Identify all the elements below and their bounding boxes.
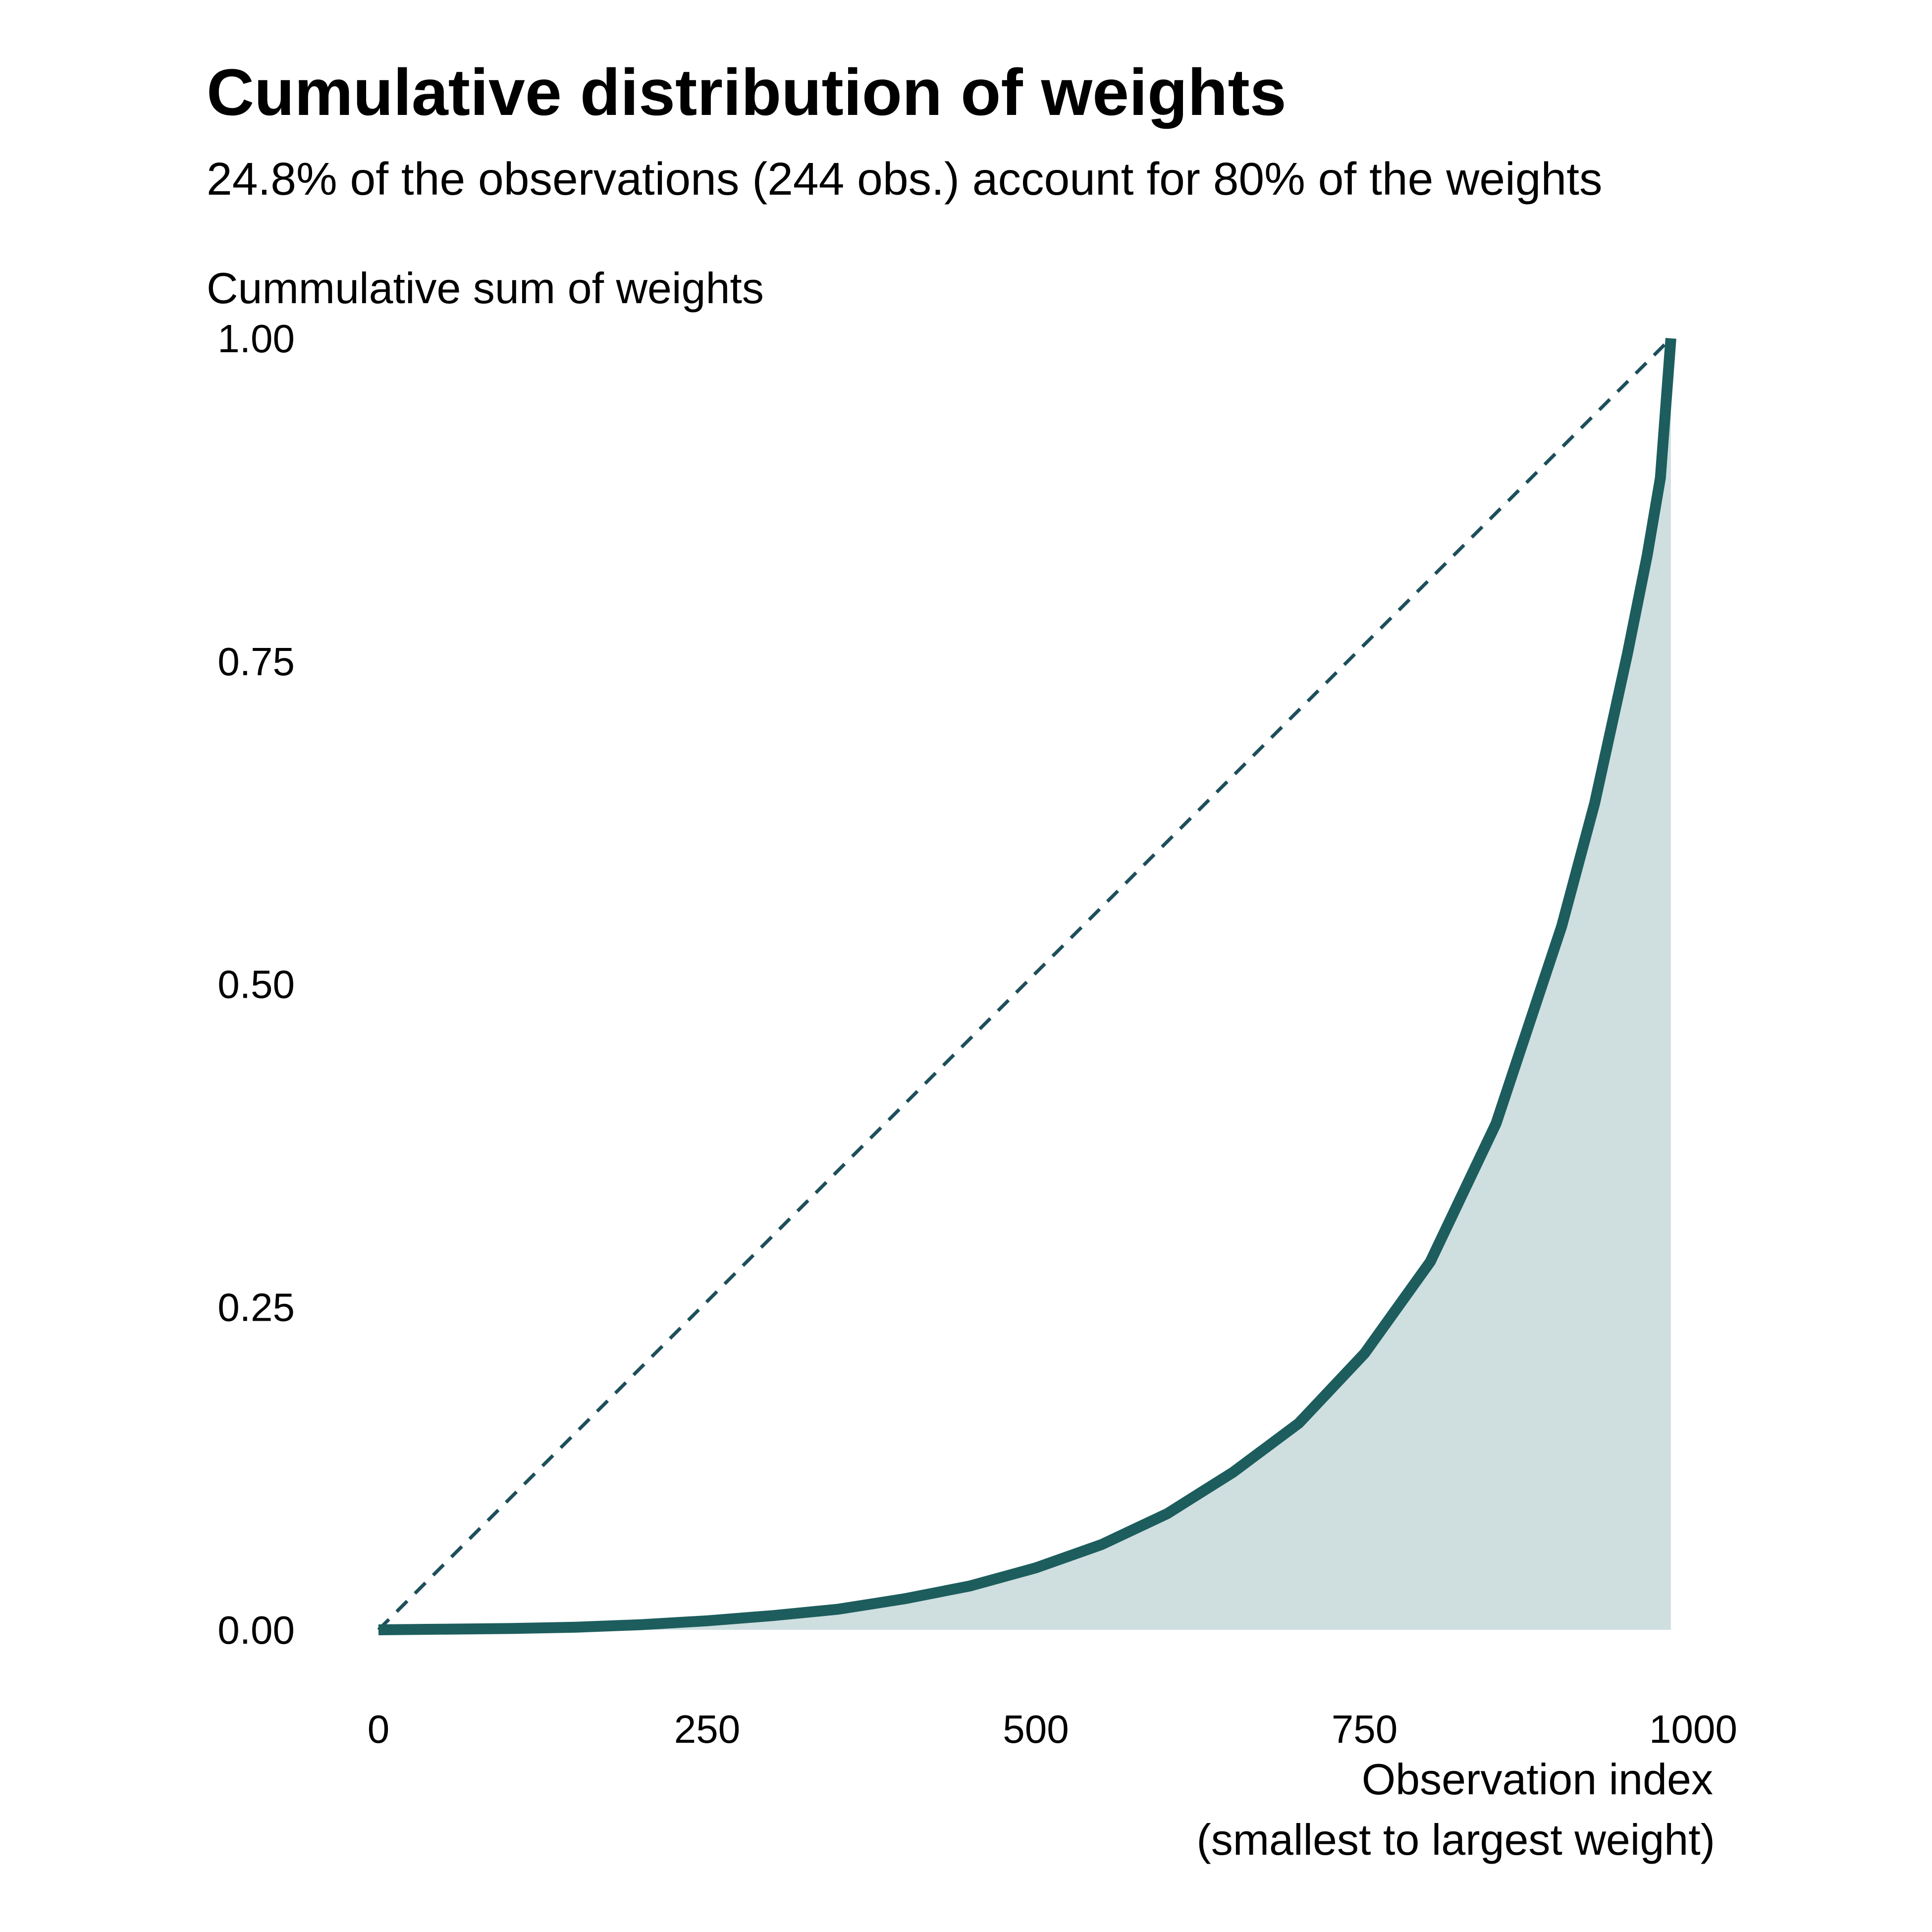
chart-subtitle: 24.8% of the observations (244 obs.) acc…	[207, 153, 1603, 205]
area-fill	[378, 338, 1671, 1630]
y-tick-label: 1.00	[217, 317, 295, 361]
y-tick-label: 0.25	[217, 1285, 295, 1329]
y-tick-label: 0.00	[217, 1608, 295, 1652]
x-tick-label: 500	[1003, 1707, 1069, 1751]
chart-title: Cumulative distribution of weights	[207, 56, 1287, 129]
x-tick-label: 0	[368, 1707, 390, 1751]
x-axis-ticks: 0 250 500 750 1000	[368, 1707, 1737, 1751]
y-tick-label: 0.75	[217, 640, 295, 684]
x-tick-label: 750	[1332, 1707, 1397, 1751]
x-tick-label: 1000	[1649, 1707, 1737, 1751]
plot-area	[377, 337, 1676, 1635]
x-axis-title-line-2: (smallest to largest weight)	[1196, 1815, 1715, 1864]
x-axis-title-line-1: Observation index	[1362, 1755, 1713, 1804]
y-axis-ticks: 0.00 0.25 0.50 0.75 1.00	[217, 317, 295, 1652]
reference-diagonal-line	[377, 337, 1672, 1631]
y-tick-label: 0.50	[217, 963, 295, 1007]
y-axis-title: Cummulative sum of weights	[207, 264, 764, 313]
x-tick-label: 250	[674, 1707, 740, 1751]
cumulative-line	[378, 338, 1676, 1635]
